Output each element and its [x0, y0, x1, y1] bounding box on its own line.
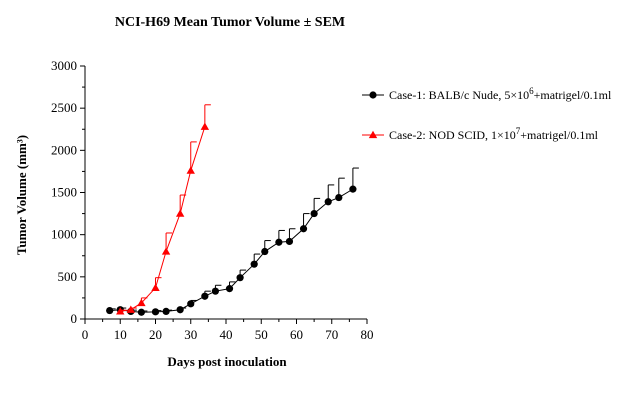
data-point [187, 300, 195, 308]
legend-label: Case-2: NOD SCID, 1×107+matrigel/0.1ml [389, 126, 599, 142]
y-tick-label: 0 [71, 311, 78, 326]
data-point [175, 209, 185, 217]
data-point [137, 298, 146, 307]
data-point [106, 306, 114, 315]
legend-label-text: Case-1: BALB/c Nude, 5×10 [389, 88, 529, 102]
x-tick-label: 70 [325, 327, 338, 342]
data-point [211, 287, 220, 295]
y-axis-label: Tumor Volume (mm³) [14, 135, 29, 255]
x-tick-label: 50 [255, 327, 268, 342]
data-point [116, 307, 125, 315]
data-point [176, 306, 184, 314]
data-point [162, 307, 170, 316]
plot-area [106, 104, 359, 316]
data-point [285, 237, 294, 246]
x-axis-label: Days post inoculation [167, 354, 287, 369]
series-line [109, 188, 354, 313]
data-point [151, 308, 160, 316]
legend-label-suffix: +matrigel/0.1ml [534, 88, 612, 102]
series-1 [106, 167, 359, 316]
data-point [186, 166, 195, 174]
data-point [151, 283, 160, 291]
x-tick-label: 10 [114, 327, 127, 342]
chart-title: NCI-H69 Mean Tumor Volume ± SEM [115, 15, 345, 30]
legend-marker [369, 91, 377, 99]
x-tick-label: 20 [149, 327, 162, 342]
data-point [225, 285, 234, 293]
data-point [324, 198, 332, 206]
data-point [310, 209, 318, 218]
data-point [126, 305, 136, 313]
data-point [299, 225, 308, 233]
series-line [120, 126, 206, 312]
legend-label-suffix: +matrigel/0.1ml [520, 128, 598, 142]
data-point [201, 292, 209, 300]
legend-label-exponent: 6 [529, 86, 534, 96]
data-point [250, 260, 258, 268]
series-2 [116, 104, 211, 315]
data-point [236, 274, 244, 282]
legend-entry-1: Case-1: BALB/c Nude, 5×106+matrigel/0.1m… [362, 86, 612, 102]
axes: 0 10 20 30 40 50 60 70 80 0 500 1000 1500 2000 2500 300… [51, 58, 374, 342]
y-tick-label: 1500 [51, 185, 77, 200]
y-tick-label: 2500 [51, 100, 77, 115]
data-point [161, 247, 171, 255]
legend-entry-2: Case-2: NOD SCID, 1×107+matrigel/0.1ml [362, 126, 599, 142]
x-tick-label: 80 [361, 327, 374, 342]
legend: Case-1: BALB/c Nude, 5×106+matrigel/0.1m… [362, 86, 612, 142]
legend-label-text: Case-2: NOD SCID, 1×10 [389, 128, 516, 142]
legend-label: Case-1: BALB/c Nude, 5×106+matrigel/0.1m… [389, 86, 612, 102]
legend-marker [368, 130, 378, 139]
data-point [335, 193, 343, 202]
y-tick-label: 500 [58, 269, 78, 284]
x-tick-label: 0 [82, 327, 89, 342]
x-tick-label: 60 [290, 327, 303, 342]
data-point [349, 185, 357, 193]
data-point [200, 122, 210, 130]
y-tick-label: 3000 [51, 58, 77, 73]
x-tick-label: 30 [184, 327, 197, 342]
y-tick-label: 1000 [51, 227, 77, 242]
data-point [137, 308, 145, 316]
legend-label-exponent: 7 [516, 126, 521, 136]
x-tick-label: 40 [220, 327, 233, 342]
y-tick-label: 2000 [51, 142, 77, 157]
data-point [261, 247, 269, 256]
data-point [275, 238, 283, 246]
